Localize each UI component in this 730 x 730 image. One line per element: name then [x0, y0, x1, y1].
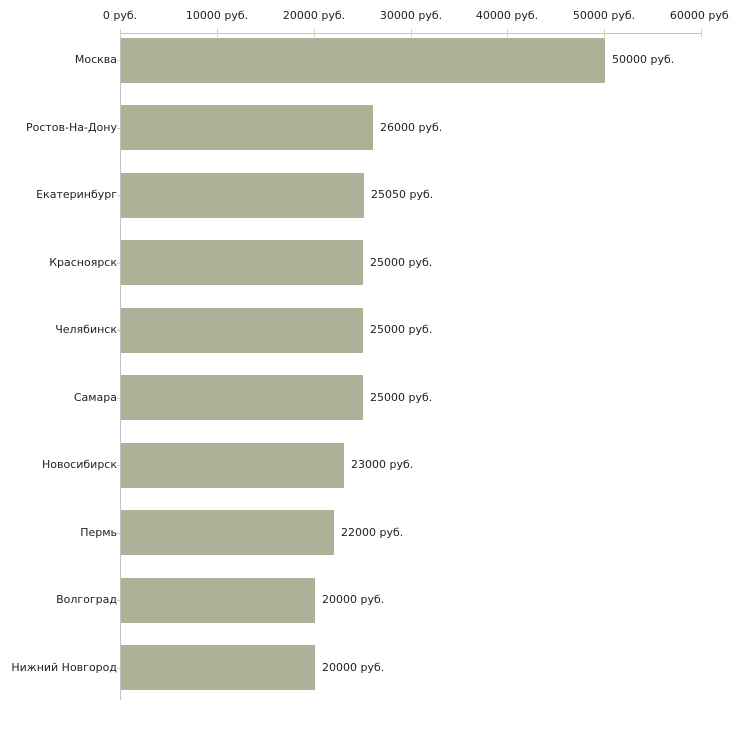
- city-label: Новосибирск: [41, 458, 117, 471]
- value-label: 50000 руб.: [612, 53, 675, 66]
- x-tick-mark: [411, 29, 412, 37]
- city-tick-mark: [117, 465, 121, 466]
- value-label: 23000 руб.: [351, 458, 414, 471]
- bar: [121, 578, 315, 623]
- city-tick-mark: [117, 533, 121, 534]
- bar: [121, 38, 605, 83]
- city-tick-mark: [117, 263, 121, 264]
- x-tick-label: 50000 руб.: [572, 9, 636, 22]
- value-label: 20000 руб.: [322, 661, 385, 674]
- x-tick-mark: [120, 29, 121, 37]
- x-tick-label: 60000 руб.: [669, 9, 730, 22]
- x-tick-mark: [217, 29, 218, 37]
- value-label: 22000 руб.: [341, 526, 404, 539]
- value-label: 25000 руб.: [370, 323, 433, 336]
- value-label: 20000 руб.: [322, 593, 385, 606]
- value-label: 25050 руб.: [371, 188, 434, 201]
- city-tick-mark: [117, 195, 121, 196]
- y-axis-line: [120, 33, 121, 700]
- x-tick-mark: [701, 29, 702, 37]
- city-tick-mark: [117, 60, 121, 61]
- city-label: Волгоград: [56, 593, 117, 606]
- city-label: Нижний Новгород: [11, 661, 117, 674]
- x-tick-label: 20000 руб.: [282, 9, 346, 22]
- bar: [121, 375, 363, 420]
- city-tick-mark: [117, 600, 121, 601]
- city-label: Самара: [73, 391, 117, 404]
- city-label: Красноярск: [49, 256, 117, 269]
- x-tick-label: 40000 руб.: [475, 9, 539, 22]
- city-label: Челябинск: [55, 323, 117, 336]
- bar: [121, 443, 344, 488]
- city-label: Москва: [74, 53, 117, 66]
- city-tick-mark: [117, 668, 121, 669]
- city-label: Пермь: [80, 526, 117, 539]
- value-label: 25000 руб.: [370, 391, 433, 404]
- x-tick-label: 30000 руб.: [379, 9, 443, 22]
- x-tick-label: 0 руб.: [102, 9, 138, 22]
- bar: [121, 308, 363, 353]
- city-label: Ростов-На-Дону: [25, 121, 117, 134]
- bar: [121, 645, 315, 690]
- value-label: 26000 руб.: [380, 121, 443, 134]
- x-tick-mark: [604, 29, 605, 37]
- x-tick-mark: [314, 29, 315, 37]
- bar: [121, 240, 363, 285]
- city-label: Екатеринбург: [36, 188, 117, 201]
- city-tick-mark: [117, 330, 121, 331]
- x-tick-mark: [507, 29, 508, 37]
- bar: [121, 105, 373, 150]
- value-label: 25000 руб.: [370, 256, 433, 269]
- bar: [121, 173, 364, 218]
- city-tick-mark: [117, 398, 121, 399]
- city-tick-mark: [117, 128, 121, 129]
- bar: [121, 510, 334, 555]
- x-tick-label: 10000 руб.: [185, 9, 249, 22]
